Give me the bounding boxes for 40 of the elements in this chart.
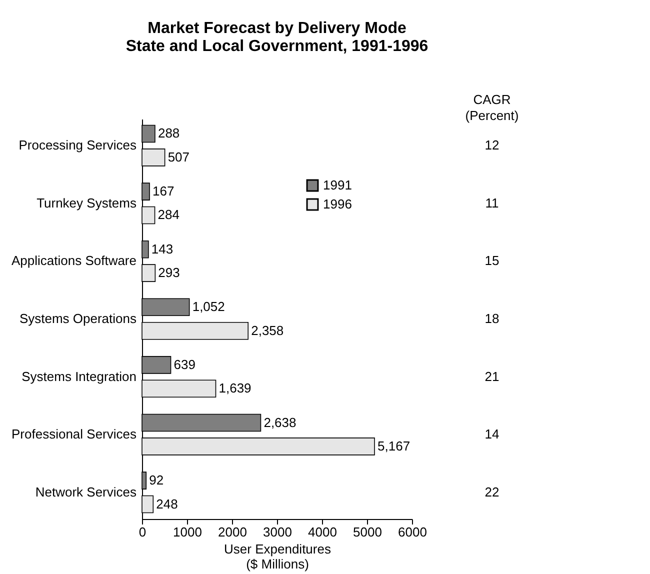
x-tick-label: 3000 (263, 524, 292, 540)
text: CAGR (Percent) (465, 92, 519, 123)
data-label: 284 (158, 207, 180, 222)
data-label: 507 (168, 149, 190, 164)
y-tick-label: Turnkey Systems (36, 195, 137, 210)
data-label: 2,358 (251, 322, 284, 338)
x-tick-label: 6000 (398, 524, 427, 540)
text: 11 (485, 195, 499, 210)
data-label: 5,167 (378, 438, 410, 454)
text: 14 (484, 426, 500, 442)
data-label: 167 (152, 184, 174, 199)
data-label: 639 (174, 356, 196, 372)
text: 12 (484, 138, 500, 153)
text: 22 (484, 484, 500, 500)
data-label: 1,639 (218, 380, 252, 396)
y-tick-label: Systems Integration (22, 368, 136, 384)
legend-label: 1996 (323, 196, 352, 212)
text: 18 (484, 311, 500, 326)
legend-label: 1991 (323, 178, 352, 192)
x-tick-label: 5000 (353, 524, 382, 540)
y-tick-label: Professional Services (12, 426, 137, 442)
data-label: 143 (151, 241, 174, 256)
x-tick-label: 2000 (218, 524, 247, 540)
x-axis-title: User Expenditures ($ Millions) (224, 542, 332, 572)
text: 21 (484, 368, 500, 384)
chart-title: Market Forecast by Delivery Mode State and Local Government, 1991-1996 (126, 20, 428, 55)
data-label: 293 (158, 265, 180, 280)
data-label: 92 (149, 472, 164, 488)
x-tick-label: 1000 (173, 524, 202, 540)
y-tick-label: Network Services (35, 484, 137, 500)
data-label: 2,638 (264, 414, 296, 430)
x-tick-label: 4000 (308, 524, 337, 540)
data-label: 248 (156, 496, 178, 512)
y-tick-label: Applications Software (11, 253, 136, 268)
text: 15 (484, 253, 500, 268)
y-tick-label: Systems Operations (19, 311, 137, 326)
y-tick-label: Processing Services (18, 138, 137, 153)
x-tick-label: 0 (138, 524, 146, 540)
data-label: 1,052 (192, 299, 225, 314)
data-label: 288 (158, 126, 180, 141)
